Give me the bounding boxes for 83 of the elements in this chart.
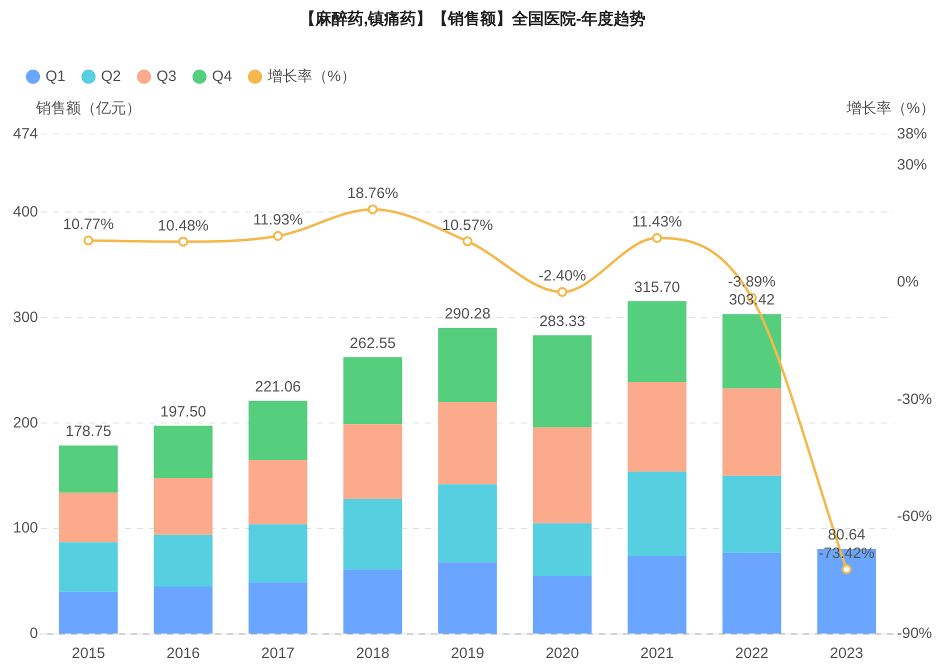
- chart-title: 【麻醉药,镇痛药】【销售额】全国医院-年度趋势: [300, 9, 646, 28]
- point: [842, 564, 852, 574]
- y-tick-label: 0: [30, 625, 38, 642]
- point: [178, 236, 188, 247]
- y2-tick-label: -30%: [896, 390, 932, 408]
- bar: [154, 478, 213, 535]
- bar: [532, 576, 592, 634]
- bar: [722, 388, 782, 476]
- x-tick-label: 2016: [166, 645, 200, 662]
- y-tick-label: 474: [12, 125, 38, 142]
- bar: [248, 524, 308, 582]
- bar: [59, 592, 118, 634]
- data-label: 18.76%: [347, 184, 398, 202]
- total-label: 262.55: [350, 334, 396, 352]
- bar: [343, 570, 402, 634]
- point: [83, 236, 94, 246]
- bar: [722, 476, 782, 553]
- x-tick-label: 2018: [356, 645, 390, 662]
- point: [557, 286, 568, 297]
- bar: [532, 523, 592, 576]
- legend-label: 增长率（%）: [266, 68, 356, 85]
- data-label: 11.43%: [632, 214, 682, 231]
- x-tick-label: 2017: [261, 645, 295, 662]
- total-label: 178.75: [65, 423, 112, 440]
- y2-tick-label: -60%: [896, 508, 932, 525]
- data-label: 10.48%: [158, 217, 209, 234]
- x-tick-label: 2020: [546, 645, 579, 662]
- bar: [532, 427, 592, 524]
- x-tick-label: 2015: [72, 645, 106, 662]
- bar: [438, 328, 497, 402]
- y-tick-label: 100: [12, 520, 38, 537]
- y2-tick-label: 38%: [896, 125, 928, 142]
- bar: [59, 492, 118, 542]
- x-tick-label: 2022: [735, 645, 769, 662]
- bar: [532, 335, 592, 428]
- point: [652, 232, 662, 243]
- point: [272, 230, 283, 241]
- bar: [154, 426, 213, 478]
- x-tick-label: 2019: [450, 645, 484, 662]
- data-label: -2.40%: [538, 268, 586, 285]
- point: [368, 204, 378, 214]
- total-label: 197.50: [160, 403, 206, 420]
- bar: [248, 460, 308, 524]
- total-label: 283.33: [539, 312, 586, 330]
- y-tick-label: 400: [12, 203, 38, 220]
- legend-label: Q1: [46, 68, 66, 85]
- bar: [154, 534, 213, 587]
- bar: [438, 484, 497, 562]
- point: [462, 236, 473, 246]
- legend-label: Q4: [212, 68, 232, 85]
- y2-axis-title: 增长率（%）: [846, 100, 935, 117]
- bar: [438, 562, 497, 634]
- y-tick-label: 300: [12, 308, 38, 326]
- bar: [628, 382, 686, 472]
- y-axis-title: 销售额（亿元）: [35, 100, 142, 117]
- bar: [59, 542, 118, 592]
- bar: [343, 424, 402, 500]
- bar: [628, 556, 686, 634]
- bar: [628, 472, 686, 556]
- bar: [248, 582, 308, 634]
- y2-tick-label: 0%: [896, 274, 919, 291]
- data-label: 10.77%: [62, 216, 114, 234]
- bar: [343, 499, 402, 570]
- legend-label: Q2: [101, 68, 122, 85]
- bar: [343, 357, 402, 424]
- x-tick-label: 2023: [830, 645, 864, 662]
- bar: [438, 402, 497, 484]
- bar: [722, 314, 782, 388]
- bar: [628, 301, 686, 382]
- legend-label: Q3: [156, 68, 177, 85]
- bar: [248, 400, 308, 460]
- data-label: 11.93%: [253, 212, 303, 229]
- bar: [154, 586, 213, 634]
- total-label: 315.70: [634, 278, 680, 296]
- y2-tick-label: 30%: [896, 156, 928, 174]
- bar: [59, 446, 118, 493]
- bar: [722, 552, 782, 634]
- data-label: 10.57%: [442, 216, 493, 234]
- y2-tick-label: -90%: [896, 625, 932, 642]
- total-label: 221.06: [255, 378, 301, 396]
- total-label: 290.28: [444, 306, 490, 323]
- y-tick-label: 200: [12, 414, 38, 432]
- x-tick-label: 2021: [640, 645, 674, 662]
